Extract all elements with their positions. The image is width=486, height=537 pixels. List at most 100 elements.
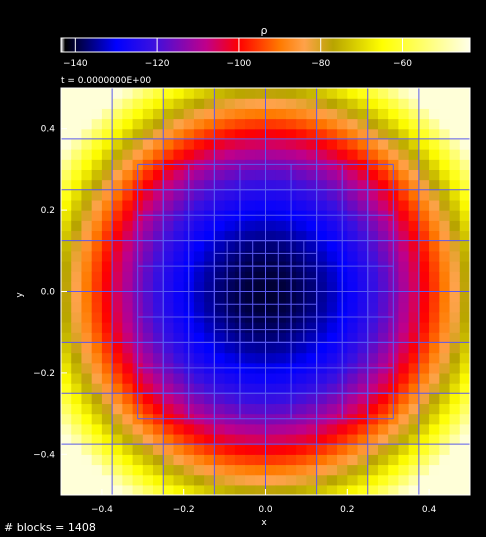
density-cell xyxy=(388,118,400,130)
density-cell xyxy=(439,403,451,415)
density-cell xyxy=(91,464,103,476)
density-cell xyxy=(81,138,93,150)
y-tick-label: −0.2 xyxy=(33,369,55,379)
density-cell xyxy=(61,281,72,293)
density-cell xyxy=(439,393,451,405)
density-cell xyxy=(71,352,83,364)
density-cell xyxy=(316,240,328,252)
density-cell xyxy=(163,403,175,415)
density-cell xyxy=(398,189,410,201)
density-cell xyxy=(81,281,93,293)
density-cell xyxy=(204,271,215,282)
density-cell xyxy=(101,474,113,486)
density-cell xyxy=(122,210,134,221)
density-cell xyxy=(347,98,359,109)
density-cell xyxy=(439,179,451,191)
density-cell xyxy=(367,464,379,476)
density-cell xyxy=(408,159,420,170)
density-cell xyxy=(316,301,328,313)
density-cell xyxy=(153,322,164,333)
density-cell xyxy=(296,464,307,476)
density-cell xyxy=(101,199,113,211)
density-cell xyxy=(214,342,226,354)
density-cell xyxy=(296,281,307,293)
density-cell xyxy=(459,423,470,435)
density-cell xyxy=(112,199,123,211)
density-cell xyxy=(388,128,400,140)
colorbar-tick-label: −80 xyxy=(311,59,330,69)
density-cell xyxy=(429,301,440,313)
density-cell xyxy=(91,98,103,109)
density-cell xyxy=(449,240,461,252)
density-cell xyxy=(459,179,470,191)
density-cell xyxy=(326,179,338,191)
density-cell xyxy=(306,301,318,313)
density-cell xyxy=(418,179,430,191)
density-cell xyxy=(326,118,338,130)
density-cell xyxy=(326,332,338,343)
density-cell xyxy=(285,474,297,486)
density-cell xyxy=(132,108,144,120)
density-cell xyxy=(337,138,348,150)
density-cell xyxy=(101,444,113,455)
density-cell xyxy=(357,220,369,232)
density-cell xyxy=(204,352,215,364)
density-cell xyxy=(459,250,470,262)
density-cell xyxy=(101,423,113,435)
density-cell xyxy=(245,332,256,343)
density-cell xyxy=(61,260,72,272)
density-cell xyxy=(91,230,103,242)
density-cell xyxy=(429,474,440,486)
density-cell xyxy=(275,138,287,150)
density-cell xyxy=(204,474,215,486)
density-cell xyxy=(296,271,307,282)
density-cell xyxy=(347,372,359,384)
density-cell xyxy=(91,189,103,201)
density-cell xyxy=(398,423,410,435)
density-cell xyxy=(296,433,307,445)
density-cell xyxy=(204,118,215,130)
density-cell xyxy=(61,169,72,181)
density-cell xyxy=(91,199,103,211)
density-cell xyxy=(122,291,134,303)
density-cell xyxy=(193,189,205,201)
density-cell xyxy=(265,138,277,150)
density-cell xyxy=(398,210,410,221)
density-cell xyxy=(275,179,287,191)
density-cell xyxy=(71,464,83,476)
density-cell xyxy=(326,291,338,303)
density-cell xyxy=(81,230,93,242)
density-cell xyxy=(449,149,461,160)
density-cell xyxy=(61,210,72,221)
density-cell xyxy=(71,372,83,384)
density-cell xyxy=(193,454,205,466)
density-cell xyxy=(418,332,430,343)
density-cell xyxy=(163,454,175,466)
density-cell xyxy=(429,413,440,425)
density-cell xyxy=(122,220,134,232)
density-cell xyxy=(429,444,440,455)
density-cell xyxy=(398,383,410,394)
density-cell xyxy=(81,250,93,262)
density-cell xyxy=(347,464,359,476)
density-cell xyxy=(418,393,430,405)
density-cell xyxy=(296,474,307,486)
density-cell xyxy=(173,484,185,495)
density-cell xyxy=(459,98,470,109)
density-cell xyxy=(193,179,205,191)
density-cell xyxy=(367,342,379,354)
density-cell xyxy=(91,281,103,293)
density-cell xyxy=(439,372,451,384)
density-cell xyxy=(306,98,318,109)
density-cell xyxy=(193,464,205,476)
density-cell xyxy=(245,179,256,191)
density-cell xyxy=(296,352,307,364)
density-cell xyxy=(459,230,470,242)
density-cell xyxy=(132,118,144,130)
density-cell xyxy=(81,240,93,252)
density-cell xyxy=(306,484,318,495)
density-cell xyxy=(61,352,72,364)
density-cell xyxy=(193,342,205,354)
density-cell xyxy=(101,332,113,343)
density-cell xyxy=(347,433,359,445)
